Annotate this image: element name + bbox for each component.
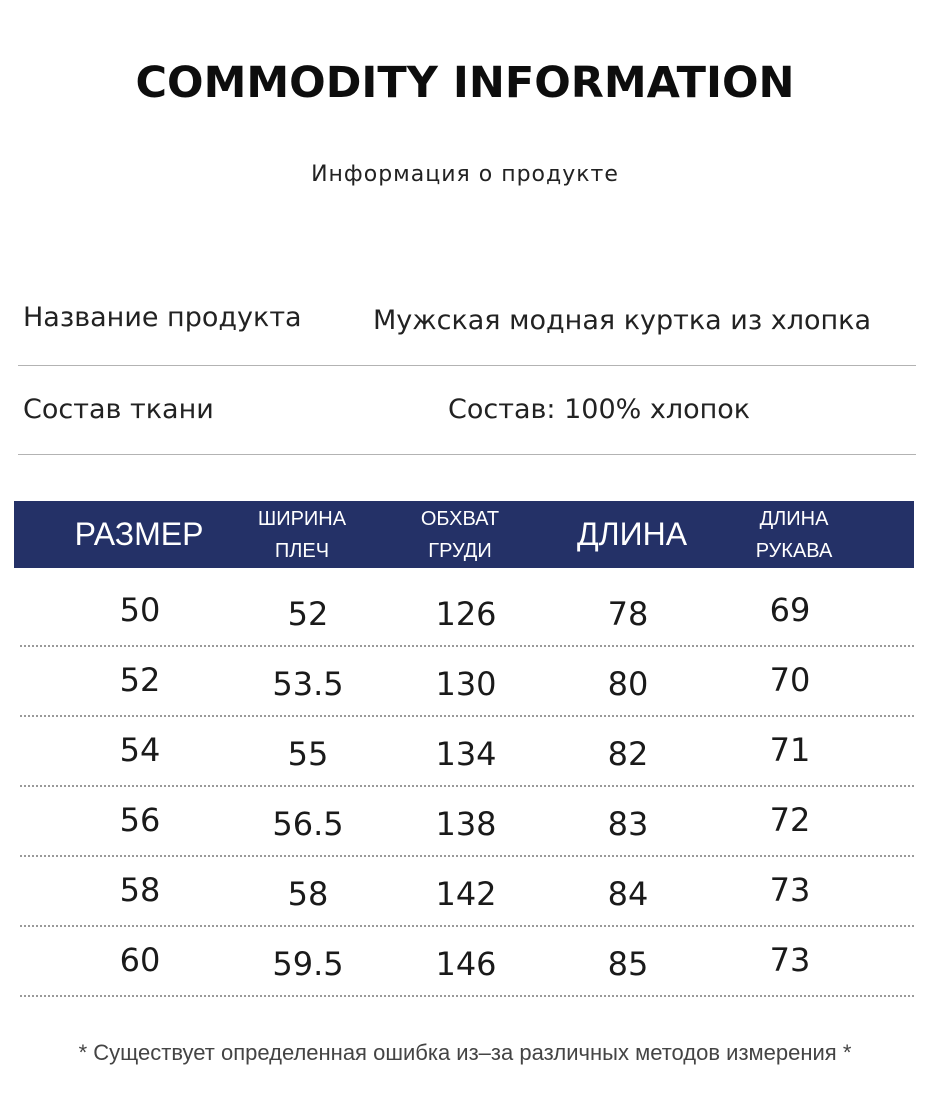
cell-size: 58	[119, 871, 161, 909]
cell-chest: 146	[435, 945, 497, 983]
info-label-fabric: Состав ткани	[23, 394, 214, 425]
table-row: 54 55 134 82 71	[20, 715, 914, 787]
column-header-sleeve-length: ДЛИНА РУКАВА	[724, 501, 864, 568]
column-header-size: РАЗМЕР	[74, 501, 204, 568]
cell-length: 84	[607, 875, 649, 913]
cell-sleeve-length: 71	[769, 731, 811, 769]
cell-shoulder-width: 56.5	[272, 805, 344, 843]
column-header-shoulder-width-line-2: ПЛЕЧ	[274, 539, 330, 562]
cell-sleeve-length: 73	[769, 941, 811, 979]
cell-size: 56	[119, 801, 161, 839]
cell-size: 60	[119, 941, 161, 979]
info-row-product-name: Название продукта Мужская модная куртка …	[18, 290, 916, 366]
column-header-length: ДЛИНА	[562, 501, 702, 568]
cell-chest: 130	[435, 665, 497, 703]
info-row-fabric: Состав ткани Состав: 100% хлопок	[18, 380, 916, 455]
cell-size: 52	[119, 661, 161, 699]
page-title: COMMODITY INFORMATION	[135, 58, 795, 108]
column-header-chest: ОБХВАТ ГРУДИ	[400, 501, 520, 568]
column-header-sleeve-length-line-2: РУКАВА	[755, 539, 833, 562]
cell-shoulder-width: 59.5	[272, 945, 344, 983]
column-header-chest-line-1: ОБХВАТ	[420, 507, 500, 530]
cell-length: 85	[607, 945, 649, 983]
info-label-product-name: Название продукта	[23, 302, 302, 333]
column-header-chest-line-2: ГРУДИ	[428, 539, 492, 562]
cell-chest: 134	[435, 735, 497, 773]
cell-chest: 142	[435, 875, 497, 913]
cell-shoulder-width: 55	[287, 735, 329, 773]
info-value-product-name: Мужская модная куртка из хлопка	[373, 305, 872, 336]
cell-sleeve-length: 70	[769, 661, 811, 699]
cell-chest: 138	[435, 805, 497, 843]
cell-length: 82	[607, 735, 649, 773]
cell-size: 54	[119, 731, 161, 769]
table-row: 50 52 126 78 69	[20, 575, 914, 647]
cell-size: 50	[119, 591, 161, 629]
table-row: 60 59.5 146 85 73	[20, 925, 914, 997]
cell-shoulder-width: 53.5	[272, 665, 344, 703]
table-row: 58 58 142 84 73	[20, 855, 914, 927]
cell-chest: 126	[435, 595, 497, 633]
table-row: 52 53.5 130 80 70	[20, 645, 914, 717]
column-header-shoulder-width: ШИРИНА ПЛЕЧ	[242, 501, 362, 568]
page-subtitle: Информация о продукте	[311, 162, 619, 187]
cell-sleeve-length: 69	[769, 591, 811, 629]
cell-shoulder-width: 52	[287, 595, 329, 633]
cell-sleeve-length: 72	[769, 801, 811, 839]
info-value-fabric: Состав: 100% хлопок	[448, 394, 751, 425]
cell-shoulder-width: 58	[287, 875, 329, 913]
column-header-sleeve-length-line-1: ДЛИНА	[759, 507, 829, 530]
table-row: 56 56.5 138 83 72	[20, 785, 914, 857]
cell-length: 83	[607, 805, 649, 843]
column-header-length-line: ДЛИНА	[576, 516, 688, 552]
cell-length: 80	[607, 665, 649, 703]
measurement-footnote: * Существует определенная ошибка из–за р…	[78, 1040, 852, 1065]
column-header-size-line: РАЗМЕР	[74, 516, 204, 552]
cell-length: 78	[607, 595, 649, 633]
size-table-header: РАЗМЕР ШИРИНА ПЛЕЧ ОБХВАТ ГРУДИ ДЛИНА ДЛ…	[14, 501, 914, 568]
column-header-shoulder-width-line-1: ШИРИНА	[257, 507, 347, 530]
cell-sleeve-length: 73	[769, 871, 811, 909]
